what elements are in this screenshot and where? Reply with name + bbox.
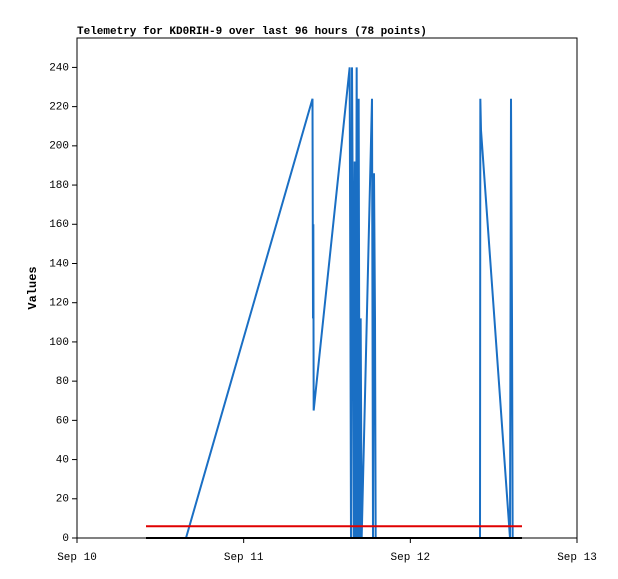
- y-tick-label: 80: [56, 376, 69, 388]
- chart-title: Telemetry for KD0RIH-9 over last 96 hour…: [77, 26, 427, 38]
- x-tick-label: Sep 12: [391, 552, 431, 564]
- y-tick-label: 200: [49, 141, 69, 153]
- y-tick-label: 60: [56, 415, 69, 427]
- y-tick-label: 40: [56, 454, 69, 466]
- y-axis-label: Values: [26, 266, 40, 309]
- x-tick-label: Sep 10: [57, 552, 97, 564]
- y-tick-label: 120: [49, 298, 69, 310]
- series-line: [185, 67, 514, 539]
- y-tick-label: 140: [49, 258, 69, 270]
- y-tick-label: 220: [49, 102, 69, 114]
- x-tick-label: Sep 13: [557, 552, 597, 564]
- y-tick-label: 0: [62, 533, 69, 545]
- y-tick-label: 160: [49, 219, 69, 231]
- y-tick-label: 100: [49, 337, 69, 349]
- y-tick-label: 180: [49, 180, 69, 192]
- y-tick-label: 20: [56, 494, 69, 506]
- y-tick-label: 240: [49, 62, 69, 74]
- x-tick-label: Sep 11: [224, 552, 264, 564]
